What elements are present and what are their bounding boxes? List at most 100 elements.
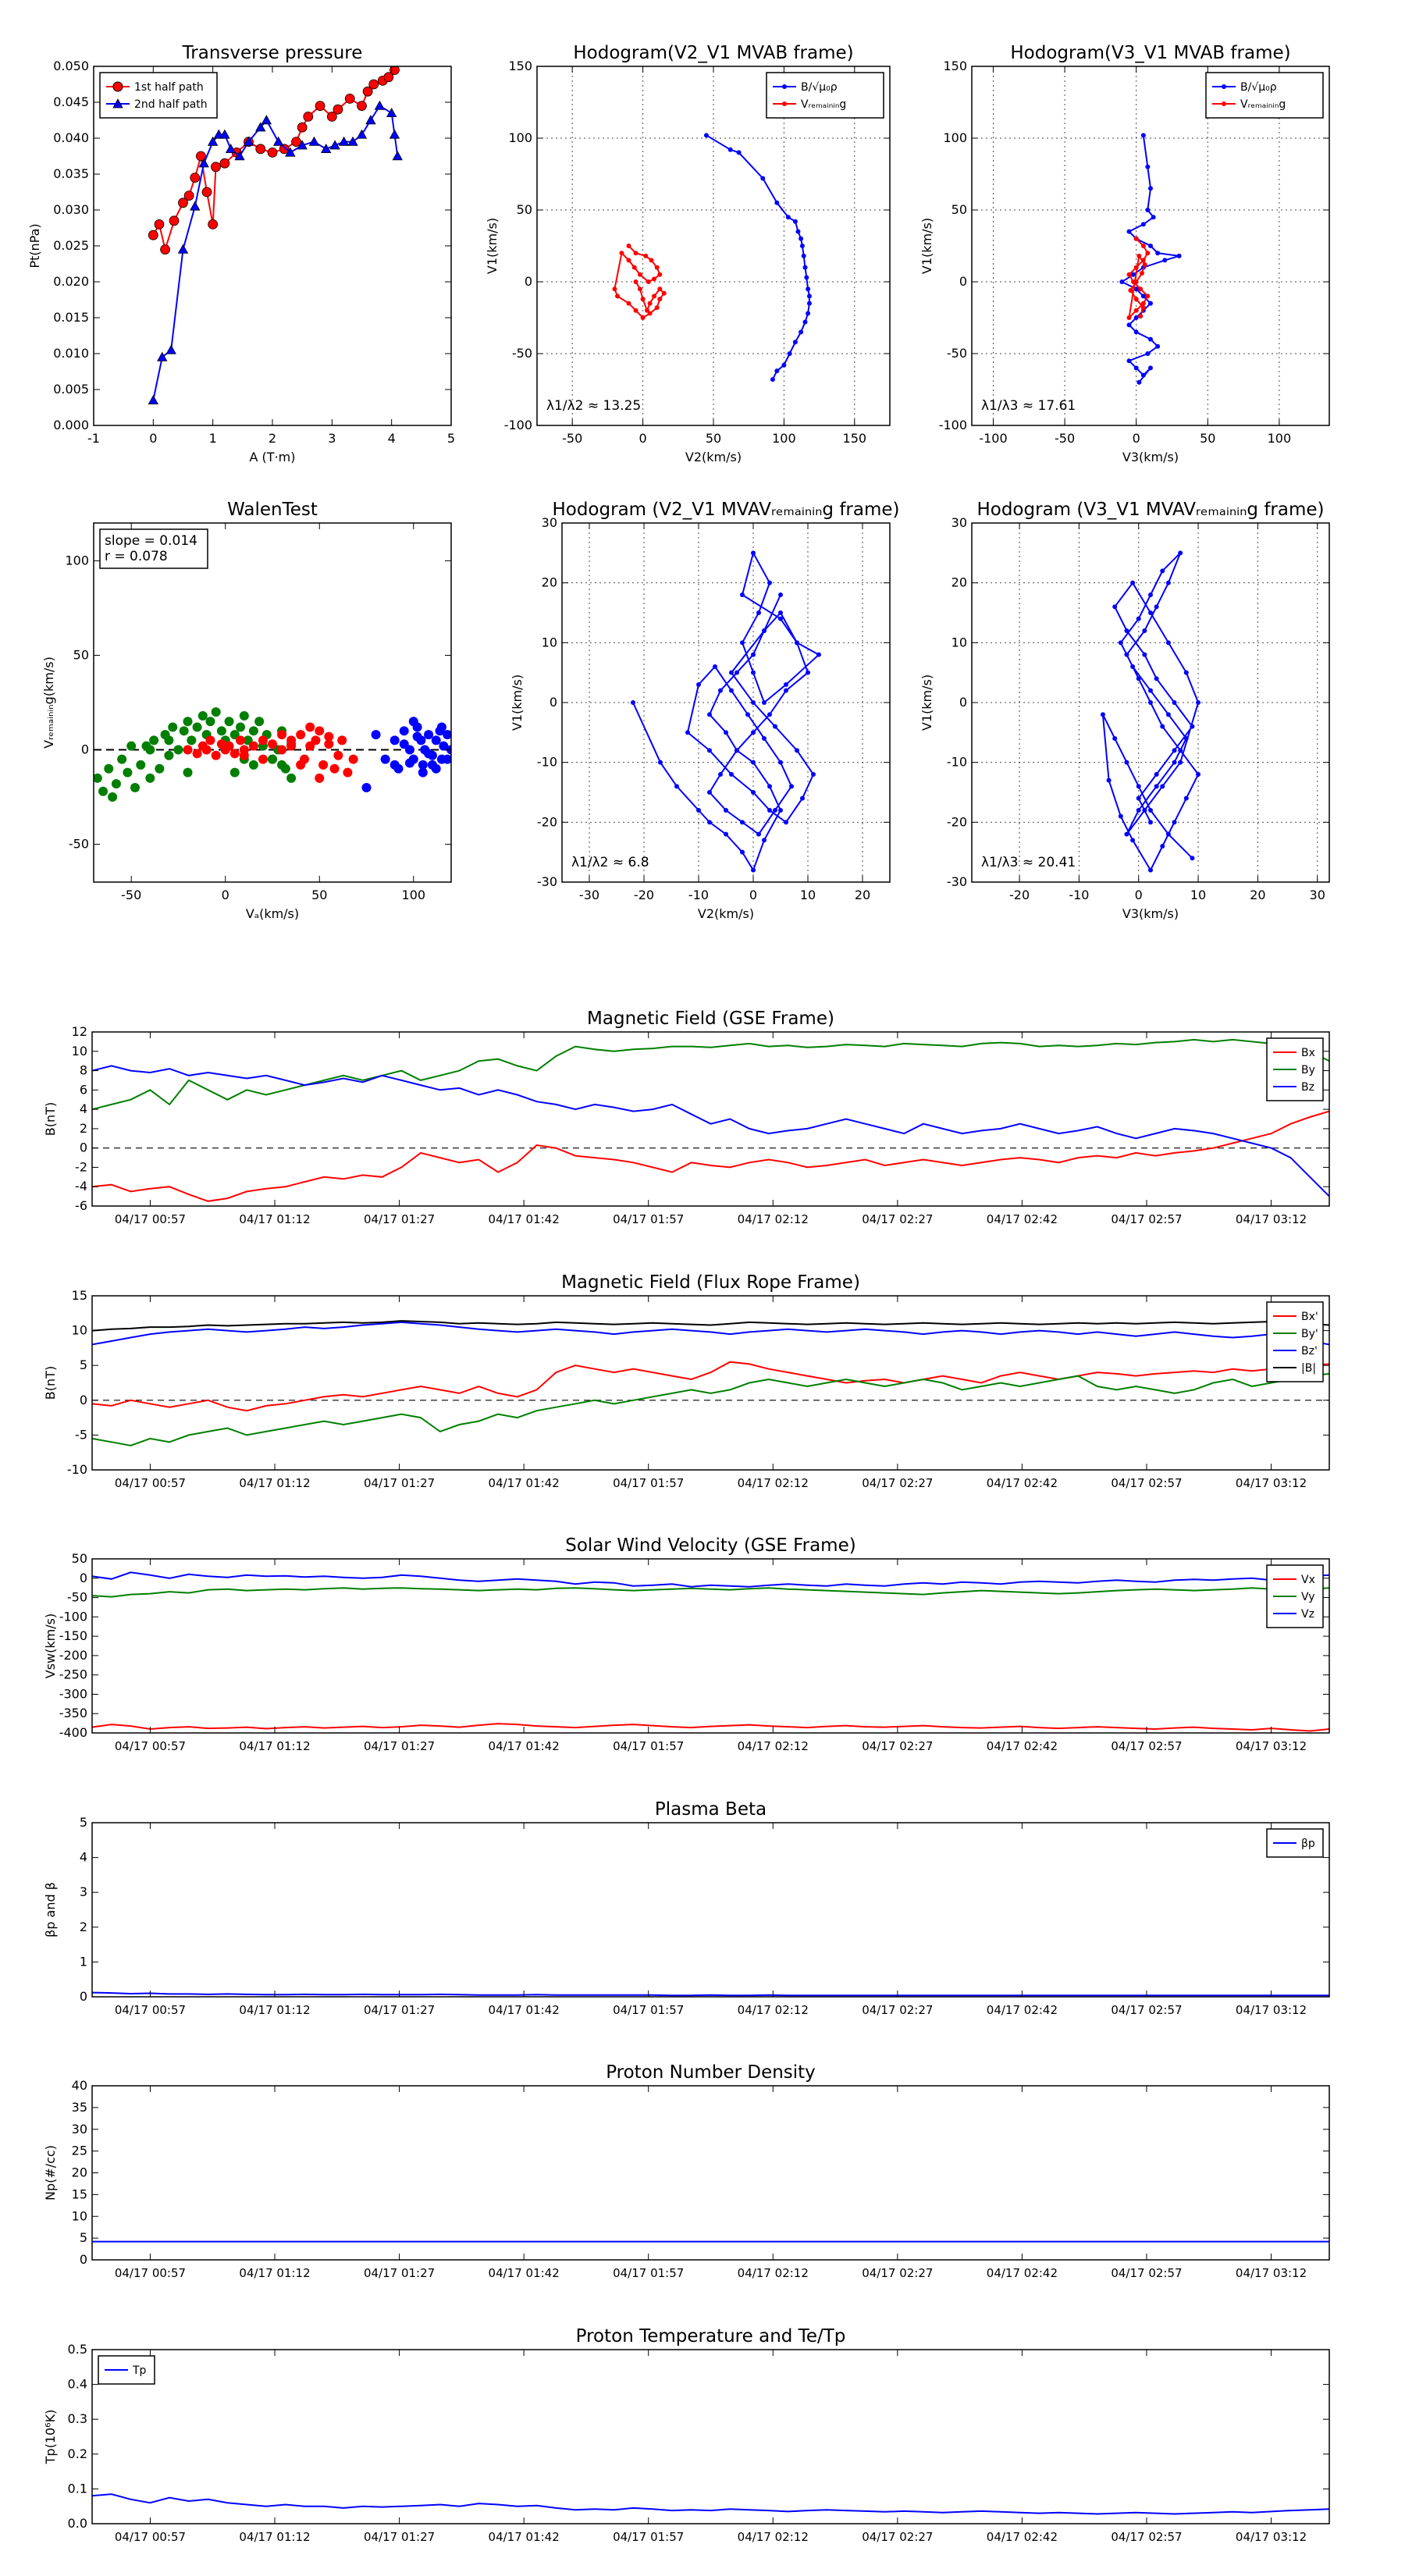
plot-area [1119,133,1182,385]
data-point [1142,808,1147,813]
data-point [443,730,451,740]
chart-title: Solar Wind Velocity (GSE Frame) [565,1535,855,1556]
data-point [751,652,756,657]
data-point [1172,820,1177,825]
chart-title: Hodogram(V2_V1 MVAB frame) [573,43,853,63]
data-point [773,724,777,729]
data-point [1145,164,1151,169]
data-point [286,773,297,783]
data-point [177,244,189,254]
data-point [767,784,772,789]
data-point [633,279,638,284]
data-point [219,158,230,169]
data-point [315,726,325,736]
data-point [1142,652,1147,657]
data-point [811,772,816,777]
x-tick-label: 20 [855,888,870,902]
data-point [647,311,653,316]
data-point [192,722,202,732]
series-line [614,245,666,319]
y-tick-label: 0.035 [53,166,89,181]
y-tick-label: 0.010 [53,346,89,361]
data-point [1112,736,1118,741]
data-point [751,700,756,705]
data-point [1190,724,1195,729]
chart-panel: -50 0 50 100 150 -100 -50 0 50 100 150 Hodogram(V2_… [485,43,891,464]
x-tick-label: 4 [388,431,396,446]
y-tick-label: 0 [959,274,967,289]
data-point [149,735,159,745]
x-tick-label: 5 [447,431,455,446]
data-point [190,173,201,183]
data-point [1124,628,1129,633]
data-point [736,150,742,155]
y-tick-label: 4 [80,1101,87,1116]
data-point [211,707,221,717]
x-tick-label: 04/17 01:57 [613,1476,684,1490]
data-point [1138,314,1144,319]
data-point [268,739,277,749]
x-tick-label: 04/17 01:12 [239,1476,310,1490]
series-line [1120,135,1179,383]
x-axis-label: Vₐ(km/s) [246,906,299,921]
x-tick-label: 04/17 02:57 [1111,1476,1182,1490]
data-point [1160,568,1165,574]
data-point [1148,820,1153,825]
data-point [792,340,798,345]
data-point [183,190,194,201]
data-point [98,786,108,796]
y-tick-label: 10 [72,1044,87,1059]
x-tick-label: 04/17 02:57 [1111,1212,1182,1226]
data-point [1140,133,1146,138]
y-axis-label: Vsw(km/s) [43,1614,58,1678]
plot-area [148,66,403,404]
data-point [751,670,756,675]
data-point [1148,336,1153,342]
data-point [208,219,219,229]
data-point [1133,297,1139,302]
x-tick-label: 04/17 01:57 [613,2003,684,2017]
y-tick-label: -50 [947,346,967,361]
data-point [1126,322,1132,328]
data-point [431,763,441,774]
data-point [696,808,701,813]
data-point [297,122,308,133]
x-tick-label: 04/17 00:57 [115,2266,186,2280]
y-tick-label: 100 [943,130,967,145]
chart-title: Plasma Beta [655,1799,767,1820]
series-line [92,1587,1329,1598]
data-point [1196,700,1201,705]
x-tick-label: 0 [639,431,647,446]
data-point [148,229,158,240]
x-tick-label: 04/17 02:42 [987,2530,1058,2544]
y-tick-label: 20 [72,2165,87,2180]
data-point [111,779,121,789]
y-tick-label: -350 [59,1706,87,1720]
data-point [767,808,772,813]
legend-label: |B| [1301,1362,1316,1375]
data-point [1136,676,1141,681]
data-point [1165,712,1171,717]
x-tick-label: 04/17 01:27 [364,1212,435,1226]
chart-panel: 04/17 00:57 04/17 01:12 04/17 01:27 04/17 0… [43,2062,1330,2280]
data-point [333,750,343,760]
x-tick-label: 04/17 01:42 [489,1476,560,1490]
data-point [207,136,219,146]
data-point [337,735,347,745]
chart-panel: -100 -50 0 50 100 -100 -50 0 50 100 150 Hodogram(V3… [919,43,1330,464]
legend-marker [1222,84,1226,89]
plot-frame [91,1295,1330,1471]
data-point [652,294,657,299]
data-point [1118,813,1123,819]
x-tick-label: 04/17 01:12 [239,2003,310,2017]
data-point [1140,294,1146,299]
data-point [386,107,397,118]
x-tick-label: 3 [328,431,336,446]
x-tick-label: 04/17 00:57 [115,1476,186,1490]
y-tick-label: -2 [75,1159,87,1174]
data-point [412,731,422,742]
y-tick-label: 5 [80,2230,87,2245]
data-point [685,730,690,735]
chart-title: Hodogram (V2_V1 MVAVᵣₑₘₐᵢₙᵢₙg frame) [552,500,899,520]
y-tick-label: -150 [59,1628,87,1643]
